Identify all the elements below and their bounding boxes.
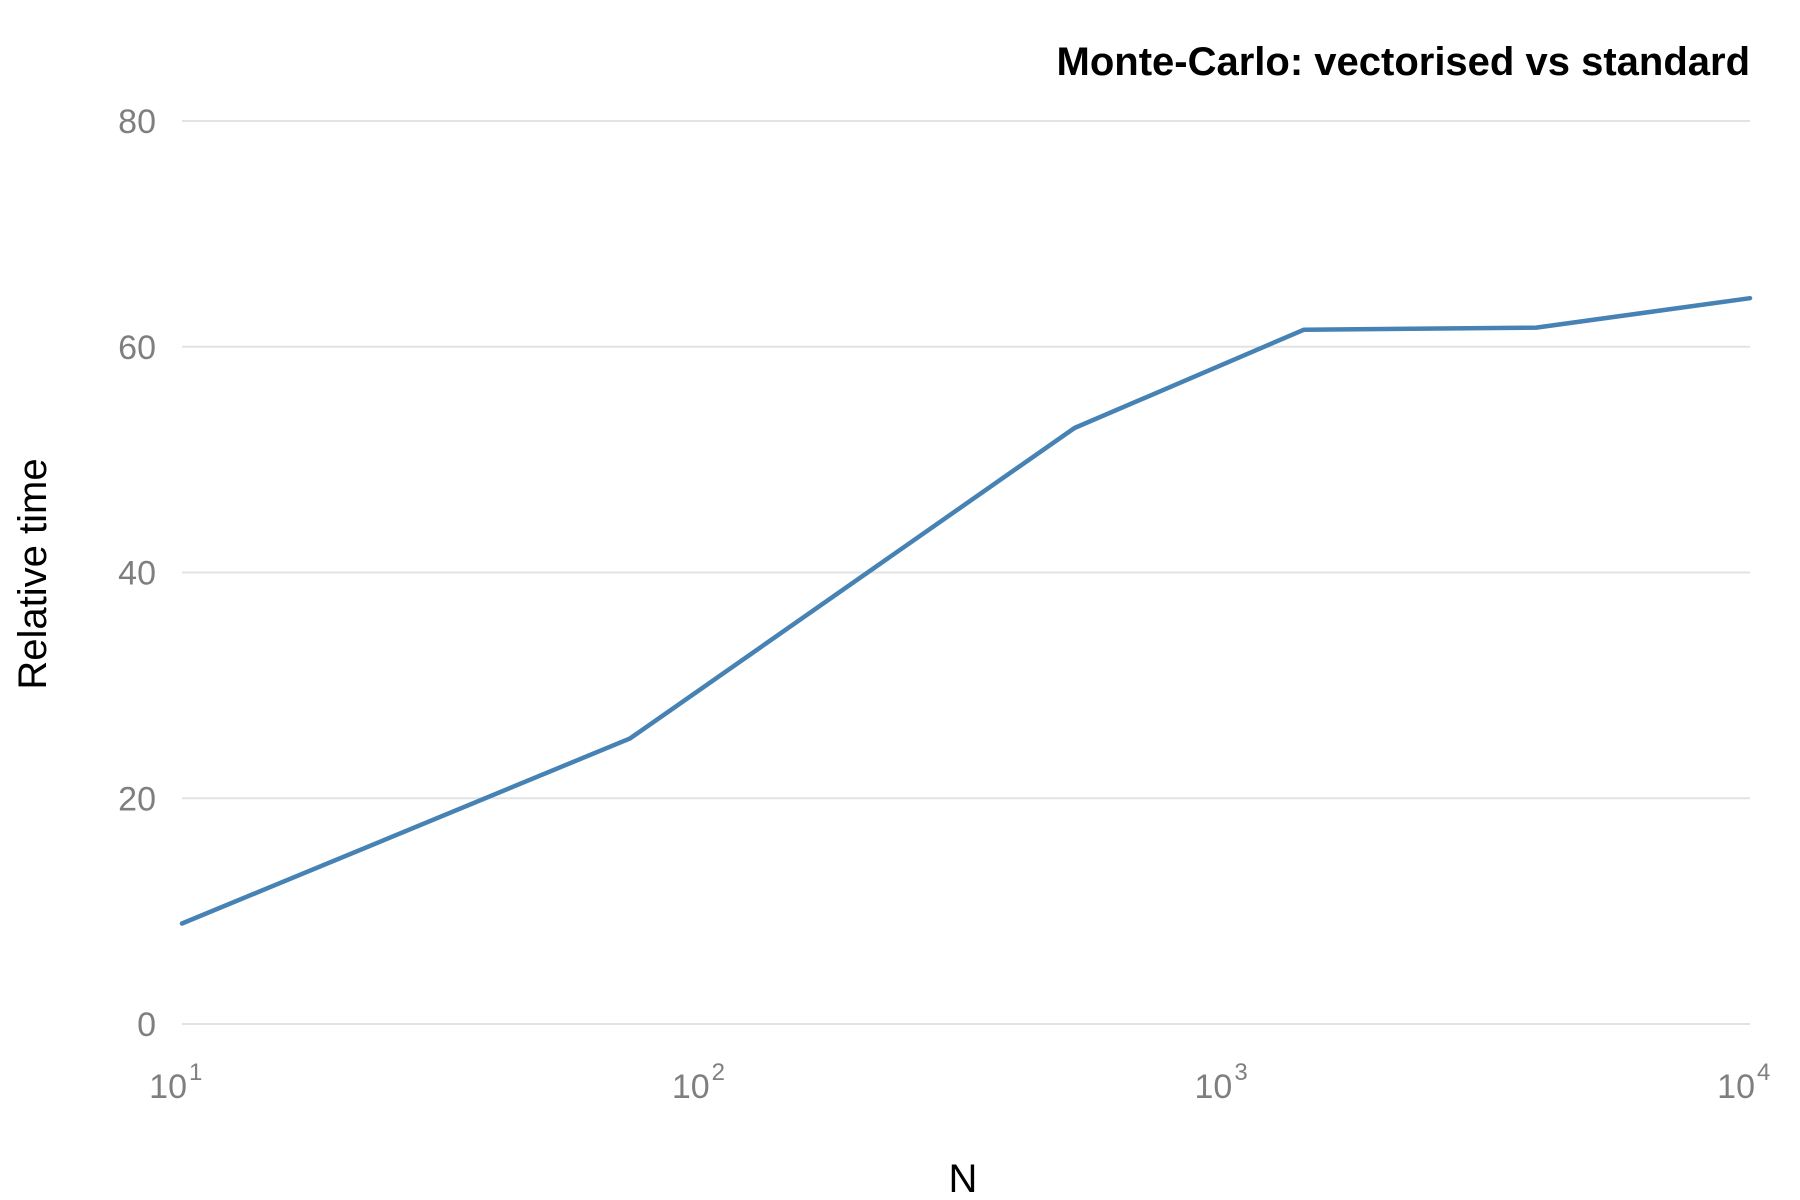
x-tick-label: 10 4 <box>1717 1059 1770 1106</box>
x-tick-exponent: 1 <box>189 1059 202 1086</box>
series-line <box>179 295 1753 926</box>
y-tick-label: 40 <box>118 555 156 593</box>
y-tick-label: 60 <box>118 329 156 367</box>
x-tick-base: 10 <box>1717 1068 1755 1106</box>
chart-title: Monte-Carlo: vectorised vs standard <box>1057 40 1751 84</box>
x-tick-base: 10 <box>149 1068 187 1106</box>
x-tick-base: 10 <box>1195 1068 1233 1106</box>
x-tick-base: 10 <box>672 1068 710 1106</box>
y-tick-label: 80 <box>118 103 156 141</box>
x-tick-exponent: 4 <box>1757 1059 1770 1086</box>
y-tick-label: 0 <box>137 1006 156 1044</box>
y-axis-title: Relative time <box>11 458 55 689</box>
grid-lines <box>182 120 1750 1025</box>
x-axis-title: N <box>949 1157 978 1200</box>
y-tick-label: 20 <box>118 780 156 818</box>
x-tick-label: 10 1 <box>149 1059 202 1106</box>
x-axis-ticks: 10 1 10 2 10 3 10 4 <box>149 1059 1770 1106</box>
x-tick-label: 10 3 <box>1195 1059 1248 1106</box>
y-axis-ticks: 0 20 40 60 80 <box>118 103 156 1044</box>
x-tick-label: 10 2 <box>672 1059 725 1106</box>
series-lines <box>179 295 1753 926</box>
x-tick-exponent: 3 <box>1234 1059 1247 1086</box>
x-tick-exponent: 2 <box>712 1059 725 1086</box>
